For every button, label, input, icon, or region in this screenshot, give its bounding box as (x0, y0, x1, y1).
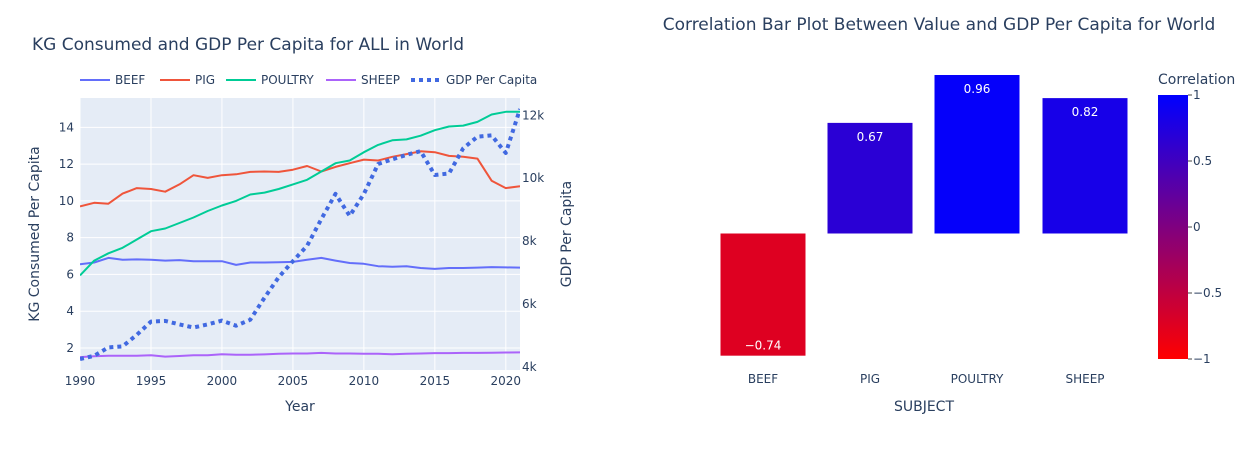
line-series-group (80, 108, 520, 361)
colorbar-ticks: 1 0.5 0 −0.5 −1 (1188, 88, 1222, 366)
y2-tick-label: 6k (522, 297, 537, 311)
bar-pig (827, 122, 913, 234)
bar-sheep (1042, 98, 1128, 234)
bar-beef (720, 233, 806, 356)
y2-axis-ticks: 4k 6k 8k 10k 12k (522, 108, 544, 374)
bar-x-axis-ticks: BEEF PIG POULTRY SHEEP (748, 372, 1105, 386)
bar-x-tick-label: POULTRY (951, 372, 1004, 386)
legend-label: SHEEP (361, 73, 400, 87)
y2-tick-label: 4k (522, 360, 537, 374)
colorbar-tick-label: 1 (1193, 88, 1201, 102)
series-line-pig (80, 150, 520, 208)
legend[interactable]: BEEF PIG POULTRY SHEEP GDP Per Capita (80, 73, 537, 87)
colorbar-gradient (1158, 95, 1188, 359)
x-tick-label: 2010 (349, 374, 380, 388)
line-gridlines (79, 98, 520, 370)
y2-tick-label: 8k (522, 234, 537, 248)
legend-label: POULTRY (261, 73, 314, 87)
legend-label: BEEF (115, 73, 145, 87)
series-line-poultry (80, 110, 520, 277)
bar-group: −0.74 0.67 0.96 0.82 (720, 75, 1128, 356)
colorbar-tick-label: 0 (1193, 220, 1201, 234)
bar-x-axis-title: SUBJECT (894, 399, 954, 415)
y-axis-ticks: 2 4 6 8 10 12 14 (59, 120, 74, 355)
bar-value-label: −0.74 (745, 339, 782, 353)
x-tick-label: 1990 (65, 374, 96, 388)
x-tick-label: 1995 (136, 374, 167, 388)
x-tick-label: 2020 (491, 374, 522, 388)
bar-chart: Correlation Bar Plot Between Value and G… (663, 15, 1235, 415)
y-tick-label: 4 (66, 304, 74, 318)
bar-x-tick-label: SHEEP (1065, 372, 1104, 386)
colorbar-tick-label: 0.5 (1193, 154, 1212, 168)
y-tick-label: 12 (59, 157, 74, 171)
x-tick-label: 2015 (420, 374, 451, 388)
y-tick-label: 2 (66, 341, 74, 355)
bar-poultry (934, 75, 1020, 234)
bar-chart-title: Correlation Bar Plot Between Value and G… (663, 15, 1216, 35)
y2-tick-label: 10k (522, 171, 544, 185)
bar-x-tick-label: BEEF (748, 372, 778, 386)
y-tick-label: 8 (66, 231, 74, 245)
bar-value-label: 0.82 (1072, 105, 1099, 119)
line-plot-area (80, 98, 520, 370)
y-tick-label: 10 (59, 194, 74, 208)
series-line-sheep (80, 351, 520, 359)
colorbar-tick-label: −0.5 (1193, 286, 1222, 300)
x-axis-ticks: 1990 1995 2000 2005 2010 2015 2020 (65, 374, 521, 388)
x-axis-title: Year (284, 399, 315, 415)
colorbar: Correlation 1 0.5 0 −0.5 −1 (1158, 72, 1235, 366)
bar-value-label: 0.96 (964, 82, 991, 96)
x-tick-label: 2005 (278, 374, 309, 388)
bar-x-tick-label: PIG (860, 372, 880, 386)
y-axis-title: KG Consumed Per Capita (27, 146, 43, 321)
y2-tick-label: 12k (522, 108, 544, 122)
legend-label: PIG (195, 73, 215, 87)
colorbar-title: Correlation (1158, 72, 1235, 88)
x-tick-label: 2000 (207, 374, 238, 388)
line-chart: KG Consumed and GDP Per Capita for ALL i… (27, 35, 575, 415)
y-tick-label: 14 (59, 120, 74, 134)
bar-value-label: 0.67 (857, 130, 884, 144)
series-line-beef (80, 256, 520, 270)
y-tick-label: 6 (66, 267, 74, 281)
legend-label: GDP Per Capita (446, 73, 537, 87)
y2-axis-title: GDP Per Capita (559, 181, 575, 287)
colorbar-tick-label: −1 (1193, 352, 1211, 366)
line-chart-title: KG Consumed and GDP Per Capita for ALL i… (32, 35, 464, 55)
